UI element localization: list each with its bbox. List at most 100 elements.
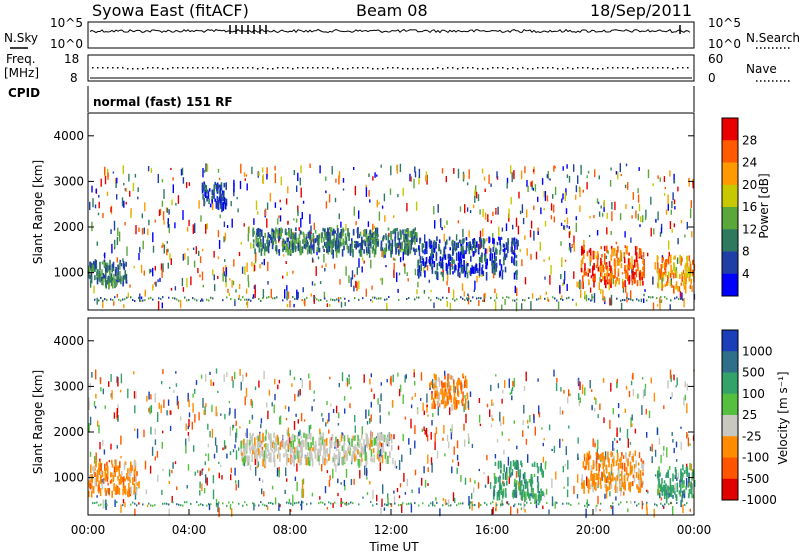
heatmap-cell bbox=[521, 303, 523, 310]
heatmap-cell bbox=[642, 460, 645, 466]
heatmap-cell bbox=[242, 455, 244, 459]
heatmap-cell bbox=[194, 414, 196, 423]
heatmap-cell bbox=[343, 435, 346, 442]
heatmap-cell bbox=[253, 444, 255, 453]
heatmap-cell bbox=[116, 194, 118, 200]
heatmap-cell bbox=[244, 178, 246, 181]
heatmap-cell bbox=[548, 256, 550, 261]
heatmap-cell bbox=[516, 269, 518, 275]
heatmap-cell bbox=[266, 402, 268, 408]
heatmap-cell bbox=[387, 455, 389, 464]
heatmap-cell bbox=[261, 453, 263, 457]
heatmap-cell bbox=[573, 485, 575, 495]
heatmap-cell bbox=[647, 252, 649, 257]
heatmap-cell bbox=[690, 200, 692, 208]
heatmap-cell bbox=[601, 253, 603, 258]
heatmap-cell bbox=[444, 391, 446, 396]
heatmap-cell bbox=[451, 240, 453, 246]
heatmap-cell bbox=[491, 414, 493, 421]
heatmap-cell bbox=[453, 384, 455, 393]
heatmap-cell bbox=[580, 289, 582, 298]
heatmap-cell bbox=[424, 249, 426, 255]
heatmap-cell bbox=[152, 245, 155, 253]
heatmap-cell bbox=[376, 447, 379, 454]
heatmap-cell bbox=[411, 489, 413, 493]
heatmap-cell bbox=[278, 503, 280, 511]
heatmap-cell bbox=[540, 491, 543, 495]
heatmap-cell bbox=[365, 458, 367, 467]
nave-dot bbox=[402, 68, 404, 70]
heatmap-cell bbox=[379, 441, 382, 446]
noise-right-tick-top: 10^5 bbox=[708, 16, 741, 30]
heatmap-cell bbox=[514, 478, 516, 484]
heatmap-cell bbox=[216, 445, 218, 453]
heatmap-cell bbox=[190, 276, 192, 286]
heatmap-cell bbox=[309, 380, 311, 390]
heatmap-cell bbox=[138, 481, 140, 489]
heatmap-cell bbox=[679, 254, 681, 264]
heatmap-cell bbox=[435, 380, 437, 386]
nave-dot bbox=[362, 67, 364, 69]
heatmap-cell bbox=[616, 259, 619, 266]
heatmap-cell bbox=[675, 281, 678, 289]
heatmap-cell bbox=[211, 199, 213, 204]
heatmap-cell bbox=[223, 196, 226, 205]
heatmap-cell bbox=[146, 504, 149, 508]
heatmap-cell bbox=[586, 251, 589, 257]
heatmap-cell bbox=[641, 274, 644, 281]
heatmap-cell bbox=[371, 236, 373, 241]
heatmap-cell bbox=[638, 248, 641, 255]
heatmap-cell bbox=[550, 265, 552, 275]
heatmap-cell bbox=[610, 245, 613, 250]
heatmap-cell bbox=[455, 265, 457, 271]
heatmap-cell bbox=[433, 206, 435, 215]
heatmap-cell bbox=[322, 227, 324, 232]
heatmap-cell bbox=[456, 380, 459, 390]
nave-dot bbox=[487, 68, 489, 70]
heatmap-cell bbox=[313, 445, 316, 453]
heatmap-cell bbox=[148, 407, 150, 413]
heatmap-cell bbox=[409, 241, 411, 249]
heatmap-cell bbox=[658, 466, 660, 476]
heatmap-cell bbox=[604, 475, 606, 483]
heatmap-cell bbox=[614, 266, 616, 276]
heatmap-cell bbox=[270, 438, 272, 445]
heatmap-cell bbox=[332, 502, 334, 508]
heatmap-cell bbox=[612, 408, 614, 415]
heatmap-cell bbox=[613, 247, 615, 257]
heatmap-cell bbox=[527, 425, 529, 429]
heatmap-cell bbox=[683, 273, 686, 281]
heatmap-cell bbox=[397, 288, 399, 293]
colorbar-frame bbox=[721, 117, 739, 297]
heatmap-cell bbox=[337, 478, 339, 484]
heatmap-cell bbox=[88, 480, 91, 488]
heatmap-cell bbox=[274, 173, 277, 184]
heatmap-cell bbox=[685, 470, 688, 474]
heatmap-cell bbox=[346, 377, 348, 382]
heatmap-cell bbox=[454, 247, 457, 252]
heatmap-cell bbox=[350, 479, 353, 486]
heatmap-cell bbox=[272, 440, 275, 444]
heatmap-cell bbox=[417, 259, 420, 269]
heatmap-cell bbox=[284, 289, 286, 299]
heatmap-cell bbox=[353, 446, 355, 455]
heatmap-cell bbox=[251, 435, 253, 445]
heatmap-cell bbox=[133, 490, 135, 495]
heatmap-cell bbox=[100, 387, 102, 392]
heatmap-cell bbox=[305, 233, 308, 239]
heatmap-cell bbox=[418, 265, 421, 272]
heatmap-cell bbox=[542, 442, 544, 447]
heatmap-cell bbox=[671, 228, 673, 233]
heatmap-cell bbox=[134, 428, 136, 431]
heatmap-cell bbox=[575, 194, 577, 200]
heatmap-cell bbox=[438, 377, 441, 387]
heatmap-cell bbox=[537, 231, 539, 235]
heatmap-cell bbox=[662, 504, 664, 507]
heatmap-cell bbox=[491, 265, 494, 274]
heatmap-cell bbox=[475, 263, 478, 271]
heatmap-cell bbox=[635, 256, 638, 262]
heatmap-cell bbox=[110, 472, 112, 478]
heatmap-cell bbox=[573, 164, 575, 172]
heatmap-cell bbox=[418, 176, 420, 185]
heatmap-cell bbox=[465, 398, 467, 404]
